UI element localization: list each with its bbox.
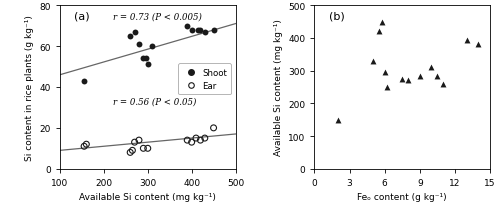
Point bbox=[462, 39, 470, 42]
Point bbox=[126, 35, 134, 38]
Text: r = 0.73 (P < 0.005): r = 0.73 (P < 0.005) bbox=[112, 13, 202, 22]
Point bbox=[140, 147, 147, 150]
Point bbox=[416, 75, 424, 78]
Point bbox=[196, 29, 204, 32]
Legend: Shoot, Ear: Shoot, Ear bbox=[178, 64, 231, 95]
Text: r = 0.56 (P < 0.05): r = 0.56 (P < 0.05) bbox=[112, 97, 196, 106]
Point bbox=[201, 137, 209, 140]
Y-axis label: Available Si content (mg kg⁻¹): Available Si content (mg kg⁻¹) bbox=[274, 19, 282, 156]
Point bbox=[144, 63, 152, 67]
Point bbox=[135, 43, 143, 47]
Point bbox=[210, 29, 218, 32]
Point bbox=[140, 57, 147, 61]
Point bbox=[375, 30, 383, 34]
Point bbox=[142, 57, 150, 61]
Point bbox=[148, 45, 156, 49]
X-axis label: Feₒ content (g kg⁻¹): Feₒ content (g kg⁻¹) bbox=[358, 192, 447, 201]
Point bbox=[369, 60, 377, 63]
Point bbox=[80, 80, 88, 83]
Point bbox=[383, 86, 391, 89]
Point bbox=[474, 44, 482, 47]
Text: (b): (b) bbox=[328, 11, 344, 21]
Point bbox=[196, 139, 204, 142]
Point bbox=[130, 141, 138, 144]
X-axis label: Available Si content (mg kg⁻¹): Available Si content (mg kg⁻¹) bbox=[80, 192, 216, 201]
Point bbox=[135, 139, 143, 142]
Point bbox=[404, 79, 412, 83]
Point bbox=[334, 118, 342, 122]
Point bbox=[398, 78, 406, 81]
Y-axis label: Si content in rice plants (g kg⁻¹): Si content in rice plants (g kg⁻¹) bbox=[25, 15, 34, 160]
Text: (a): (a) bbox=[74, 11, 90, 21]
Point bbox=[183, 25, 191, 28]
Point bbox=[144, 147, 152, 150]
Point bbox=[380, 71, 388, 75]
Point bbox=[183, 139, 191, 142]
Point bbox=[428, 66, 436, 70]
Point bbox=[439, 83, 447, 86]
Point bbox=[126, 151, 134, 154]
Point bbox=[188, 29, 196, 32]
Point bbox=[378, 21, 386, 24]
Point bbox=[434, 75, 442, 78]
Point bbox=[188, 141, 196, 144]
Point bbox=[201, 31, 209, 34]
Point bbox=[192, 137, 200, 140]
Point bbox=[130, 31, 138, 34]
Point bbox=[82, 143, 90, 146]
Point bbox=[194, 29, 202, 32]
Point bbox=[210, 126, 218, 130]
Point bbox=[128, 149, 136, 152]
Point bbox=[80, 145, 88, 148]
